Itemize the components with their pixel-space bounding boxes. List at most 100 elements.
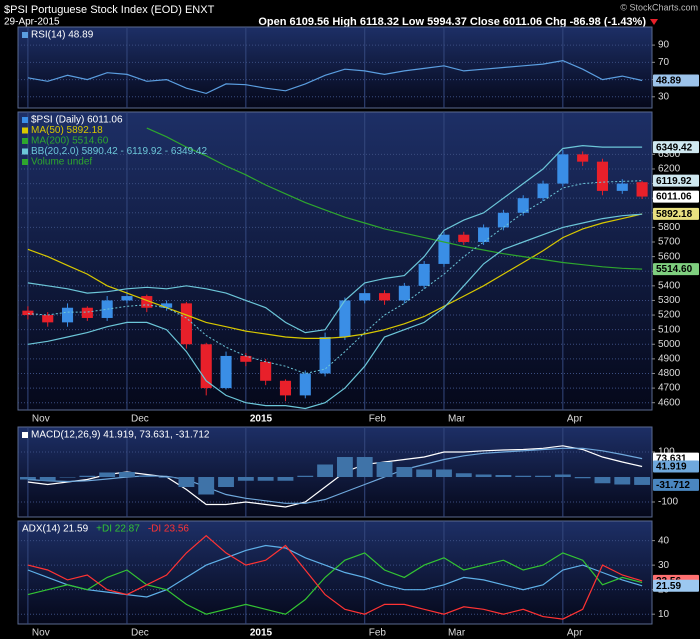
- legend-label: $PSI (Daily) 6011.06: [31, 115, 123, 126]
- value-tag-label: 5514.60: [656, 264, 693, 275]
- histogram-bar: [416, 469, 433, 477]
- y-tick-label: 5300: [658, 295, 681, 306]
- legend-label: BB(20,2.0) 5890.42 - 6119.92 - 6349.42: [31, 146, 207, 157]
- histogram-bar: [198, 477, 215, 495]
- value-tag-label: 6119.92: [656, 176, 692, 187]
- y-tick-label: 100: [658, 447, 675, 458]
- candle-body: [517, 198, 529, 213]
- value-tag-label: 6011.06: [656, 192, 692, 203]
- histogram-bar: [257, 477, 274, 481]
- value-tag-label: 21.59: [656, 581, 681, 592]
- y-tick-label: 10: [658, 609, 670, 620]
- y-tick-label: 5800: [658, 222, 681, 233]
- candle-body: [279, 380, 292, 396]
- legend-label: MA(50) 5892.18: [31, 125, 103, 136]
- candle-body: [359, 293, 371, 301]
- candle-body: [497, 212, 509, 228]
- quote: Open 6109.56 High 6118.32 Low 5994.37 Cl…: [258, 16, 646, 28]
- y-tick-label: 6300: [658, 149, 681, 160]
- candle-body: [161, 303, 173, 308]
- candle-body: [200, 344, 212, 389]
- x-tick-label: Dec: [131, 628, 149, 639]
- histogram-bar: [574, 477, 591, 479]
- candle-body: [260, 361, 272, 381]
- legend-swatch: [22, 432, 28, 438]
- y-tick-label: 5100: [658, 324, 681, 335]
- chart-title: $PSI Portuguese Stock Index (EOD) ENXT: [4, 4, 215, 16]
- histogram-bar: [19, 477, 36, 480]
- y-tick-label: 30: [658, 560, 670, 571]
- x-tick-label: Nov: [32, 414, 50, 425]
- value-tag: [653, 174, 699, 187]
- y-tick-label: 4900: [658, 354, 681, 365]
- y-tick-label: 5600: [658, 251, 681, 262]
- y-tick-label: 70: [658, 57, 670, 68]
- histogram-bar: [138, 475, 155, 477]
- candle-body: [141, 296, 153, 308]
- value-tag-label: -31.712: [656, 480, 690, 491]
- histogram-bar: [594, 477, 611, 484]
- y-tick-label: 30: [658, 91, 670, 102]
- histogram-bar: [99, 472, 116, 477]
- x-tick-label: Mar: [448, 414, 466, 425]
- x-tick-label: 2015: [250, 414, 273, 425]
- value-tag: [653, 263, 699, 276]
- value-tag-label: 41.919: [656, 462, 687, 473]
- candle-body: [22, 310, 34, 316]
- histogram-bar: [356, 457, 373, 477]
- y-tick-label: -100: [658, 497, 678, 508]
- candle-body: [180, 303, 192, 345]
- value-tag: [653, 190, 699, 203]
- histogram-bar: [495, 475, 512, 477]
- value-tag: [653, 141, 699, 154]
- x-tick-label: 2015: [250, 628, 273, 639]
- series-line: [27, 180, 643, 375]
- legend-label: -DI 23.56: [148, 524, 190, 535]
- value-tag-label: 6349.42: [656, 142, 693, 153]
- x-tick-label: Apr: [567, 414, 583, 425]
- candle-body: [101, 300, 113, 318]
- candle-body: [458, 234, 470, 243]
- y-tick-label: 6200: [658, 164, 681, 175]
- y-tick-label: 5400: [658, 280, 681, 291]
- candle-body: [339, 300, 351, 337]
- series-line: [27, 59, 643, 95]
- histogram-bar: [396, 467, 413, 477]
- value-tag-label: 48.89: [656, 76, 681, 87]
- histogram-bar: [336, 457, 353, 477]
- histogram-bar: [277, 477, 294, 481]
- candle-body: [398, 285, 410, 301]
- histogram-bar: [455, 473, 472, 477]
- y-tick-label: 40: [658, 535, 670, 546]
- panel-background: [17, 520, 653, 625]
- histogram-bar: [535, 475, 551, 477]
- value-tag: [653, 207, 699, 220]
- candle-body: [240, 355, 252, 362]
- candle-body: [42, 315, 54, 323]
- candle-body: [537, 183, 549, 199]
- legend-label: Volume undef: [31, 157, 92, 168]
- candle-body: [378, 293, 391, 301]
- series-line: [27, 144, 643, 334]
- histogram-bar: [634, 477, 651, 485]
- candle-body: [61, 307, 74, 323]
- legend-swatch: [22, 127, 28, 134]
- down-arrow: [650, 19, 658, 25]
- candle-body: [577, 154, 589, 162]
- histogram-bar: [158, 477, 175, 478]
- legend-label: ADX(14) 21.59: [22, 524, 89, 535]
- histogram-bar: [614, 477, 631, 485]
- value-tag-label: 73.631: [656, 454, 687, 465]
- candle-body: [299, 373, 311, 396]
- legend-swatch: [22, 148, 28, 155]
- series-line: [27, 213, 643, 339]
- x-tick-label: Apr: [567, 628, 583, 639]
- candle-body: [616, 183, 628, 191]
- legend-swatch: [22, 32, 28, 38]
- candle-body: [220, 355, 232, 389]
- y-tick-label: 4600: [658, 397, 681, 408]
- legend-swatch: [22, 138, 28, 144]
- histogram-bar: [178, 477, 195, 487]
- x-tick-label: Feb: [369, 414, 387, 425]
- histogram-bar: [376, 462, 393, 477]
